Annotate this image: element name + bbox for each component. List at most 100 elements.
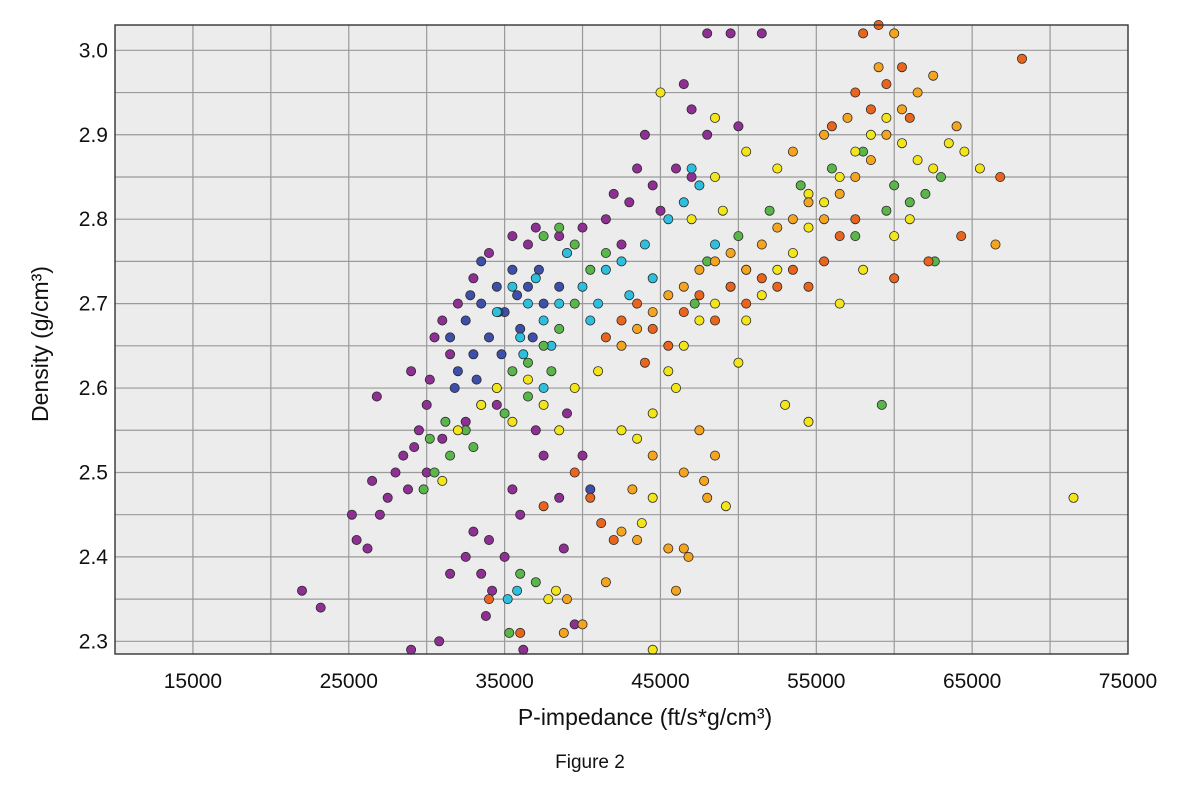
data-point xyxy=(390,467,401,478)
data-point xyxy=(538,231,549,242)
data-point xyxy=(639,239,650,250)
data-point xyxy=(741,264,752,275)
data-point xyxy=(569,382,580,393)
data-point xyxy=(543,594,554,605)
data-point xyxy=(487,585,498,596)
data-point xyxy=(694,180,705,191)
y-axis-title: Density (g/cm³) xyxy=(27,266,53,422)
data-point xyxy=(663,366,674,377)
data-point xyxy=(803,197,814,208)
data-point xyxy=(702,28,713,39)
data-point xyxy=(733,357,744,368)
data-point xyxy=(819,256,830,267)
data-point xyxy=(889,180,900,191)
data-point xyxy=(694,315,705,326)
data-point xyxy=(445,349,456,360)
data-point xyxy=(512,290,523,301)
data-point xyxy=(995,171,1006,182)
data-point xyxy=(678,543,689,554)
data-point xyxy=(483,247,494,258)
data-point xyxy=(686,104,697,115)
data-point xyxy=(445,568,456,579)
data-point xyxy=(671,163,682,174)
data-point xyxy=(1017,53,1028,64)
x-tick-label: 55000 xyxy=(787,670,845,693)
data-point xyxy=(491,307,502,318)
data-point xyxy=(897,138,908,149)
data-point xyxy=(850,146,861,157)
data-point xyxy=(518,644,529,655)
data-point xyxy=(538,450,549,461)
data-point xyxy=(608,535,619,546)
data-point xyxy=(600,247,611,258)
data-point xyxy=(460,416,471,427)
data-point xyxy=(406,366,417,377)
data-point xyxy=(756,28,767,39)
data-point xyxy=(546,366,557,377)
data-point xyxy=(928,70,939,81)
data-point xyxy=(600,214,611,225)
data-point xyxy=(756,290,767,301)
data-point xyxy=(819,129,830,140)
y-tick-label: 2.8 xyxy=(79,208,108,231)
data-point xyxy=(530,273,541,284)
data-point xyxy=(710,171,721,182)
data-point xyxy=(362,543,373,554)
data-point xyxy=(655,87,666,98)
data-point xyxy=(772,281,783,292)
data-point xyxy=(554,231,565,242)
data-point xyxy=(507,484,518,495)
data-point xyxy=(632,433,643,444)
data-point xyxy=(710,450,721,461)
data-point xyxy=(483,594,494,605)
data-point xyxy=(562,594,573,605)
data-point xyxy=(772,264,783,275)
data-point xyxy=(710,112,721,123)
data-point xyxy=(678,307,689,318)
data-point xyxy=(725,281,736,292)
data-point xyxy=(632,298,643,309)
data-point xyxy=(577,281,588,292)
data-point xyxy=(616,340,627,351)
y-tick-labels: 2.3 2.4 2.5 2.6 2.7 2.8 2.9 3.0 xyxy=(79,39,109,653)
data-point xyxy=(507,416,518,427)
data-point xyxy=(468,273,479,284)
data-points xyxy=(296,19,1079,655)
data-point xyxy=(912,87,923,98)
data-point xyxy=(577,619,588,630)
data-point xyxy=(678,281,689,292)
data-point xyxy=(585,484,596,495)
data-point xyxy=(551,585,562,596)
data-point xyxy=(424,374,435,385)
data-point xyxy=(912,155,923,166)
data-point xyxy=(873,62,884,73)
data-point xyxy=(678,340,689,351)
data-point xyxy=(533,264,544,275)
data-point xyxy=(585,264,596,275)
data-point xyxy=(663,214,674,225)
x-tick-label: 35000 xyxy=(475,670,533,693)
data-point xyxy=(577,222,588,233)
data-point xyxy=(819,214,830,225)
x-tick-label: 65000 xyxy=(943,670,1001,693)
data-point xyxy=(480,611,491,622)
data-point xyxy=(936,171,947,182)
data-point xyxy=(413,425,424,436)
y-tick-label: 2.5 xyxy=(79,461,108,484)
data-point xyxy=(593,298,604,309)
plot-frame xyxy=(114,24,1129,655)
data-point xyxy=(795,180,806,191)
x-axis-title: P-impedance (ft/s*g/cm³) xyxy=(518,704,772,730)
data-point xyxy=(881,79,892,90)
data-point xyxy=(881,205,892,216)
data-point xyxy=(351,535,362,546)
data-point xyxy=(710,239,721,250)
data-point xyxy=(632,163,643,174)
data-point xyxy=(468,442,479,453)
data-point xyxy=(834,231,845,242)
data-point xyxy=(636,518,647,529)
data-point xyxy=(858,28,869,39)
data-point xyxy=(624,290,635,301)
data-point xyxy=(502,594,513,605)
